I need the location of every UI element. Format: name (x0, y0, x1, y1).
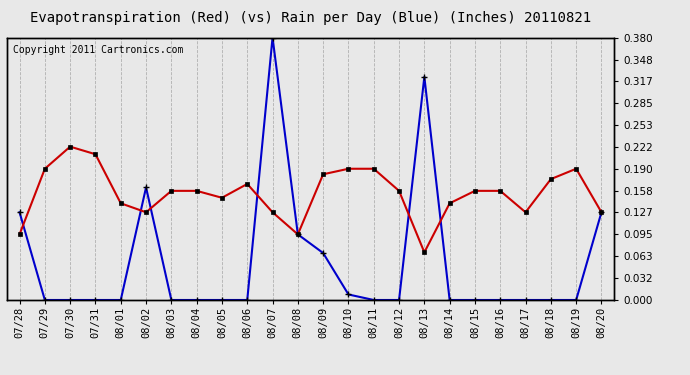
Text: Evapotranspiration (Red) (vs) Rain per Day (Blue) (Inches) 20110821: Evapotranspiration (Red) (vs) Rain per D… (30, 11, 591, 25)
Text: Copyright 2011 Cartronics.com: Copyright 2011 Cartronics.com (13, 45, 184, 56)
